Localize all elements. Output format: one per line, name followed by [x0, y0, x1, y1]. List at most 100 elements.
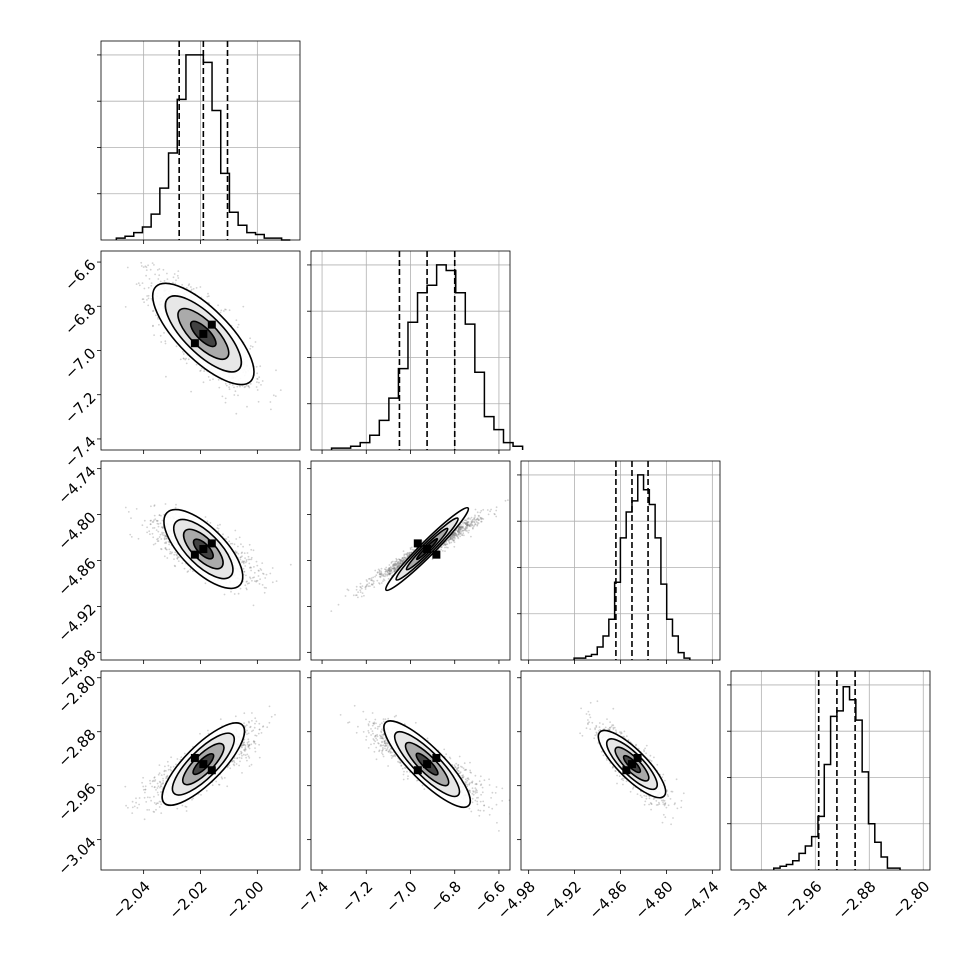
- sample-point: [380, 572, 383, 574]
- sample-point: [361, 592, 364, 594]
- sample-point: [392, 560, 394, 563]
- sample-point: [379, 575, 382, 578]
- sample-point: [380, 573, 383, 576]
- sample-point: [474, 516, 476, 518]
- sample-point: [388, 569, 390, 572]
- sample-point: [360, 586, 362, 589]
- sample-point: [375, 574, 378, 577]
- sample-point: [449, 538, 452, 541]
- sample-point: [247, 555, 250, 558]
- sample-point: [251, 345, 254, 348]
- sample-point: [378, 573, 381, 575]
- sample-point: [158, 514, 161, 517]
- sample-point: [398, 561, 400, 564]
- sample-point: [366, 583, 369, 586]
- sample-point: [142, 776, 145, 779]
- sample-point: [249, 347, 252, 350]
- sample-point: [153, 519, 155, 522]
- sample-point: [387, 569, 390, 572]
- sample-point: [265, 573, 268, 576]
- sample-point: [454, 532, 456, 534]
- sample-point: [164, 547, 167, 550]
- sample-point: [222, 533, 224, 536]
- sample-point: [401, 557, 404, 559]
- sample-point: [474, 523, 477, 526]
- sample-point: [243, 738, 246, 741]
- sample-point: [459, 523, 462, 526]
- histogram-panel-3: [517, 460, 721, 661]
- sample-point: [458, 531, 461, 534]
- sample-point: [245, 581, 248, 583]
- sample-point: [373, 586, 376, 588]
- sample-point: [243, 570, 246, 573]
- sample-point: [192, 570, 194, 572]
- sample-point: [376, 579, 379, 582]
- sample-point: [212, 378, 214, 381]
- sample-point: [459, 526, 462, 529]
- sample-point: [474, 519, 476, 521]
- sample-point: [448, 538, 450, 541]
- sample-point: [461, 534, 463, 536]
- sample-point: [396, 567, 399, 569]
- sample-point: [477, 514, 480, 517]
- sample-point: [182, 357, 185, 360]
- sample-point: [154, 273, 157, 276]
- sample-point: [388, 572, 391, 575]
- sample-point: [452, 534, 455, 537]
- sample-point: [245, 560, 248, 563]
- sample-point: [235, 538, 238, 540]
- sample-point: [380, 570, 383, 573]
- sample-point: [387, 567, 390, 570]
- sample-point: [204, 582, 207, 585]
- sample-point: [221, 395, 224, 398]
- sample-point: [391, 564, 394, 567]
- sample-point: [390, 562, 393, 564]
- sample-point: [157, 530, 160, 533]
- sample-point: [464, 528, 466, 530]
- sample-point: [394, 570, 397, 572]
- panel-frame: [100, 460, 301, 661]
- sample-point: [453, 541, 456, 544]
- sample-point: [403, 559, 406, 562]
- sample-point: [235, 552, 238, 554]
- sample-point: [459, 535, 462, 538]
- sample-point: [392, 565, 395, 567]
- sample-point: [141, 298, 144, 301]
- sample-point: [165, 542, 167, 545]
- sample-point: [237, 323, 240, 326]
- sample-point: [384, 568, 387, 571]
- sample-point: [365, 585, 368, 588]
- scatter-panel-3-1: [97, 460, 301, 664]
- density-contour: [163, 508, 244, 590]
- sample-point: [241, 555, 243, 558]
- sample-point: [252, 576, 254, 579]
- sample-point: [367, 585, 370, 588]
- sample-point: [400, 559, 402, 562]
- sample-point: [233, 543, 236, 546]
- sample-point: [457, 529, 460, 532]
- sample-point: [156, 520, 159, 522]
- sample-point: [161, 533, 164, 535]
- sample-point: [463, 534, 465, 537]
- sample-point: [244, 561, 247, 564]
- sample-point: [250, 763, 253, 766]
- sample-point: [453, 545, 456, 548]
- sample-point: [263, 586, 266, 589]
- histogram-panel-4: [727, 670, 931, 871]
- sample-point: [244, 747, 247, 749]
- sample-point: [157, 802, 159, 805]
- sample-point: [239, 385, 241, 388]
- sample-point: [456, 531, 459, 533]
- sample-point: [152, 536, 155, 539]
- sample-point: [253, 741, 256, 744]
- sample-point: [393, 568, 396, 571]
- sample-point: [391, 571, 394, 574]
- sample-point: [187, 358, 190, 361]
- sample-point: [495, 506, 498, 509]
- sample-point: [457, 529, 460, 532]
- sample-point: [175, 503, 177, 506]
- sample-point: [241, 561, 243, 564]
- sample-point: [454, 537, 456, 540]
- sample-point: [459, 528, 461, 531]
- sample-point: [398, 564, 401, 567]
